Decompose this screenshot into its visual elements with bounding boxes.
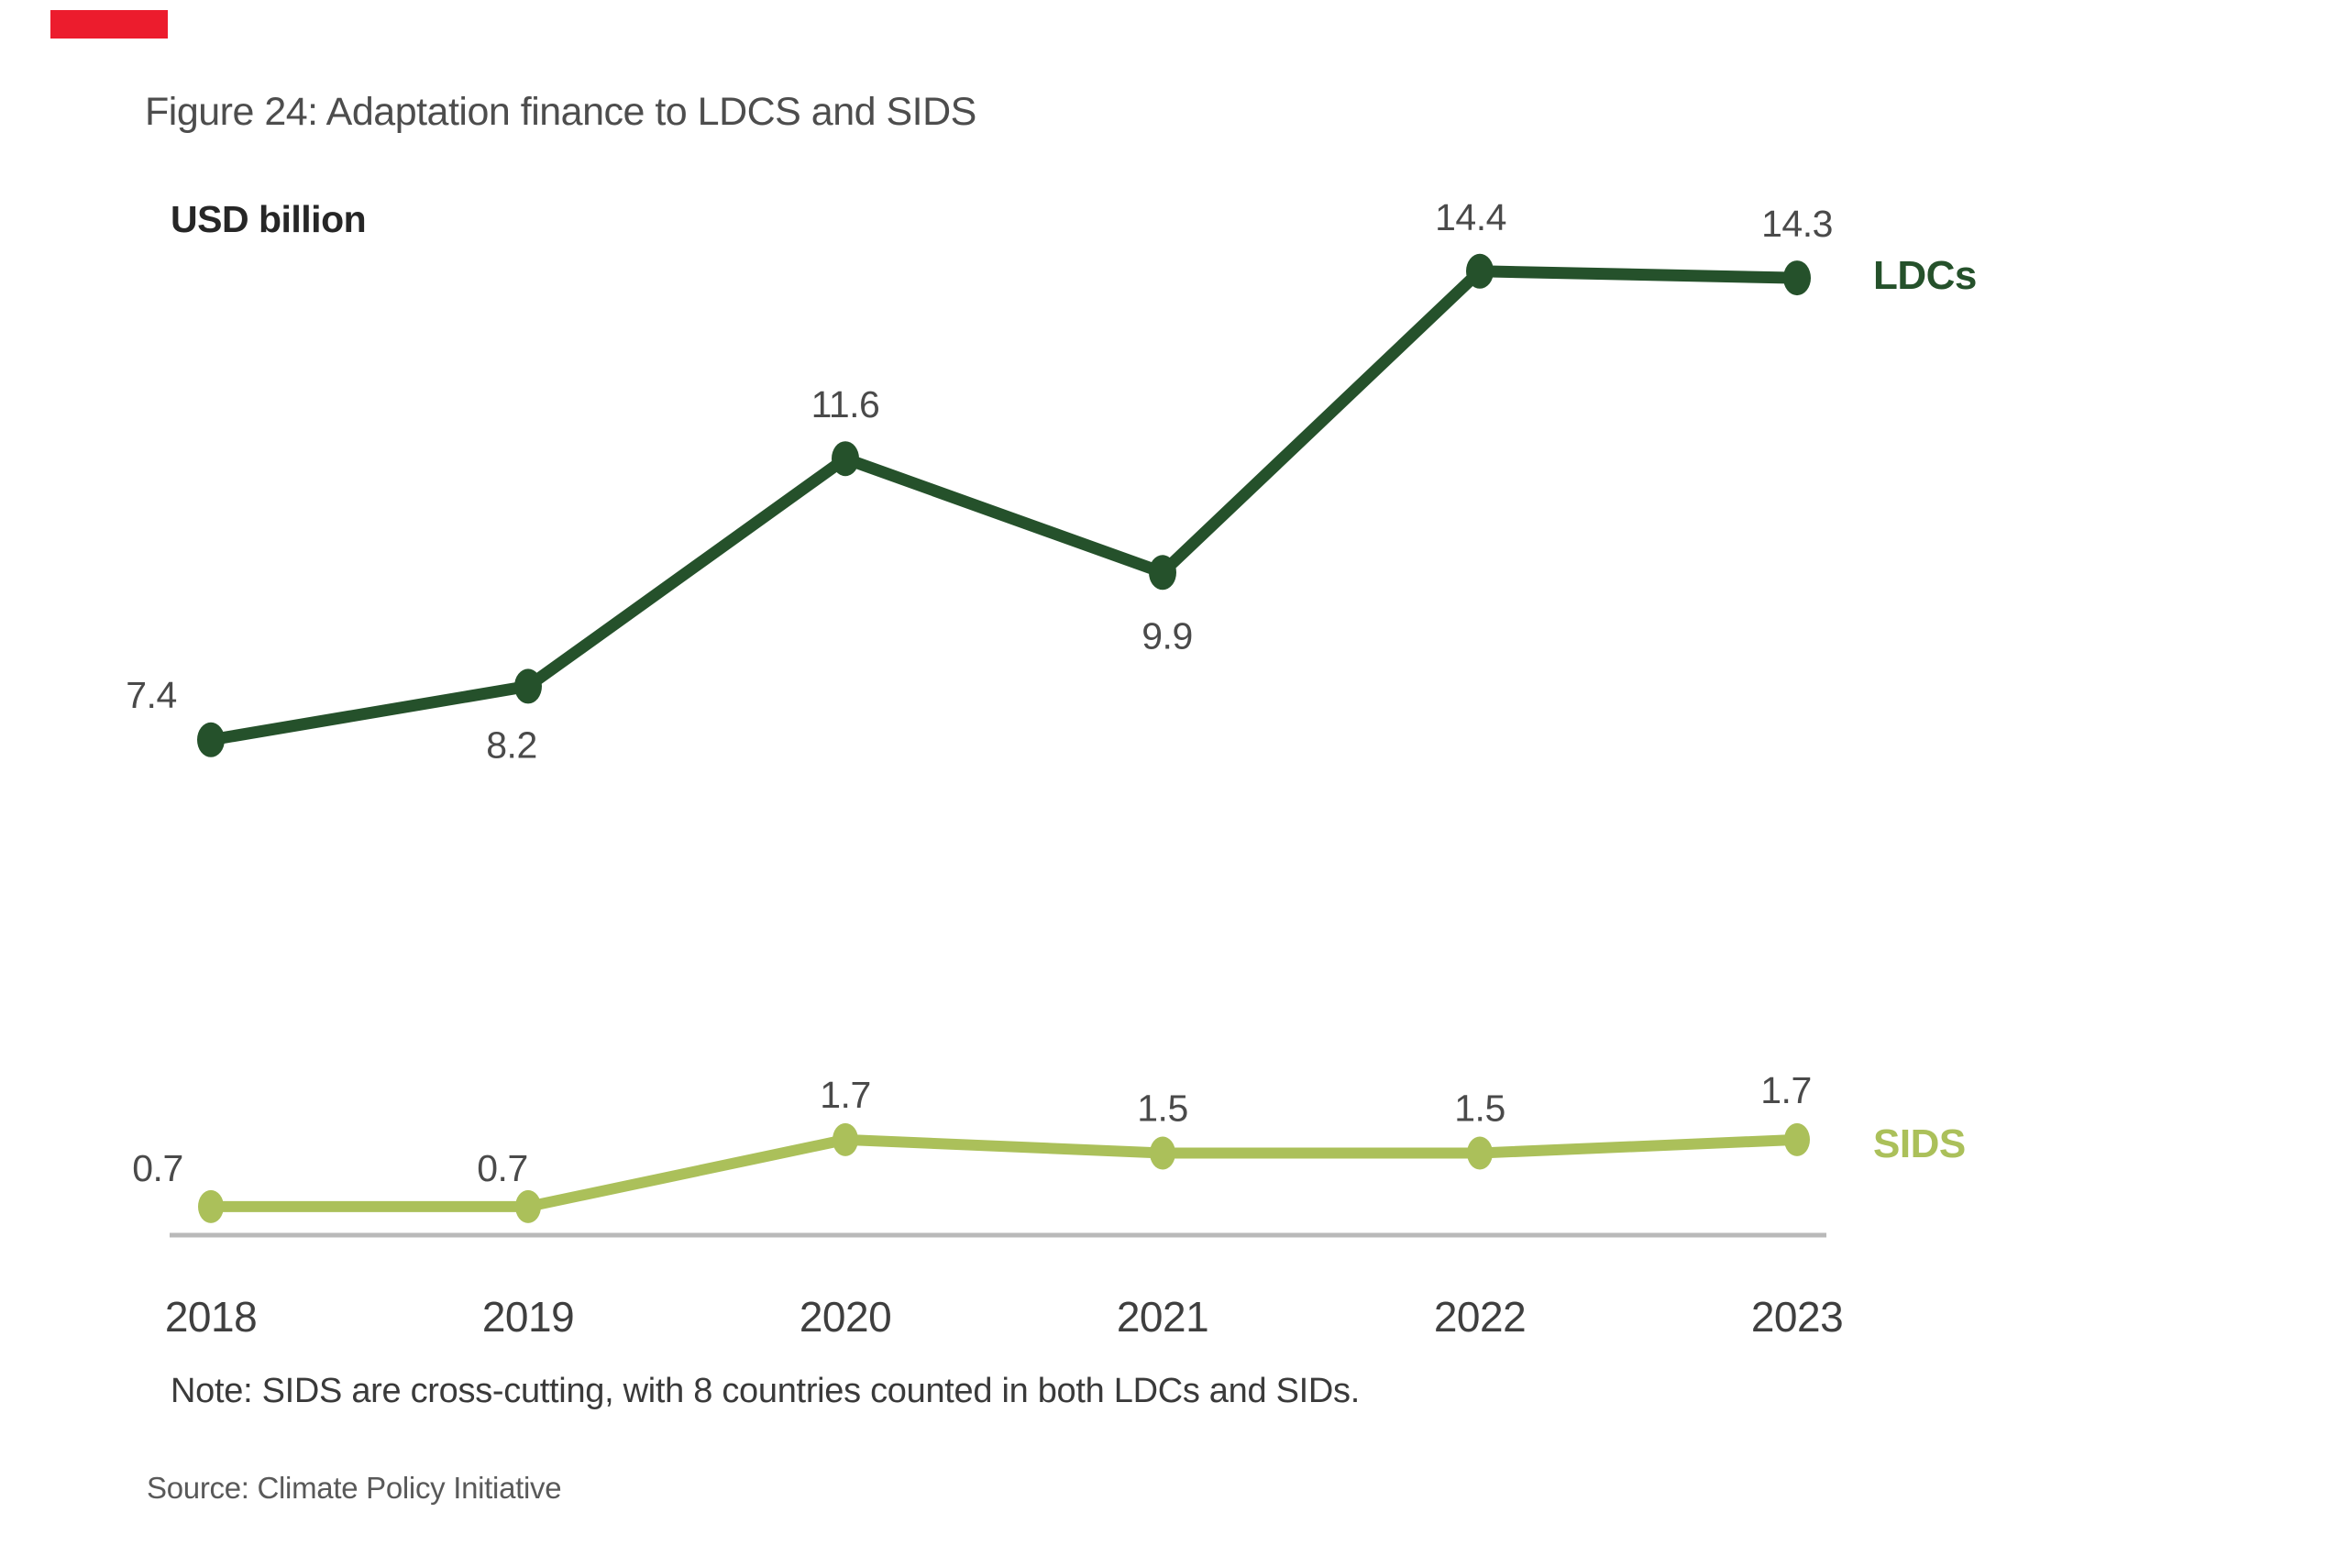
sids-point-2018 — [198, 1189, 224, 1223]
sids-value-label-2019: 0.7 — [477, 1147, 528, 1189]
ldcs-value-label-2020: 11.6 — [811, 383, 880, 425]
red-accent-bar — [50, 10, 168, 39]
sids-point-2023 — [1784, 1122, 1810, 1156]
x-axis-label-2018: 2018 — [165, 1293, 257, 1341]
ldcs-value-label-2021: 9.9 — [1141, 614, 1193, 657]
sids-point-2020 — [833, 1122, 858, 1156]
sids-point-2019 — [515, 1189, 541, 1223]
ldcs-point-2020 — [832, 441, 859, 477]
ldcs-value-label-2018: 7.4 — [126, 674, 177, 716]
ldcs-value-label-2023: 14.3 — [1761, 203, 1833, 245]
ldcs-point-2018 — [197, 722, 225, 757]
ldcs-series-label: LDCs — [1873, 253, 1977, 298]
sids-value-label-2021: 1.5 — [1137, 1088, 1188, 1130]
chart-source: Source: Climate Policy Initiative — [147, 1471, 562, 1505]
ldcs-point-2019 — [514, 668, 542, 704]
sids-point-2021 — [1150, 1136, 1175, 1170]
chart-note: Note: SIDS are cross-cutting, with 8 cou… — [171, 1372, 1360, 1410]
ldcs-point-2023 — [1783, 260, 1811, 296]
x-axis-label-2021: 2021 — [1117, 1293, 1208, 1341]
ldcs-line — [204, 265, 1803, 746]
ldcs-value-label-2022: 14.4 — [1435, 196, 1506, 238]
sids-line — [205, 1133, 1803, 1212]
y-axis-unit-label: USD billion — [171, 198, 367, 240]
sids-value-label-2022: 1.5 — [1454, 1088, 1505, 1130]
x-axis-label-2023: 2023 — [1751, 1293, 1843, 1341]
figure-title: Figure 24: Adaptation finance to LDCS an… — [145, 90, 976, 134]
sids-value-label-2018: 0.7 — [132, 1147, 183, 1189]
sids-value-label-2020: 1.7 — [820, 1074, 871, 1116]
x-axis-label-2019: 2019 — [482, 1293, 574, 1341]
sids-point-2022 — [1467, 1136, 1493, 1170]
ldcs-value-label-2019: 8.2 — [486, 723, 537, 766]
ldcs-point-2021 — [1149, 555, 1176, 591]
sids-series-label: SIDS — [1873, 1121, 1966, 1166]
x-axis-label-2020: 2020 — [800, 1293, 891, 1341]
x-axis-label-2022: 2022 — [1434, 1293, 1526, 1341]
ldcs-point-2022 — [1466, 253, 1494, 289]
sids-value-label-2023: 1.7 — [1760, 1069, 1812, 1111]
